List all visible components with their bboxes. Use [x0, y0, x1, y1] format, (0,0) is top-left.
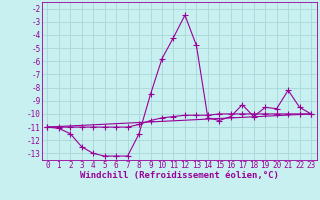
X-axis label: Windchill (Refroidissement éolien,°C): Windchill (Refroidissement éolien,°C) — [80, 171, 279, 180]
